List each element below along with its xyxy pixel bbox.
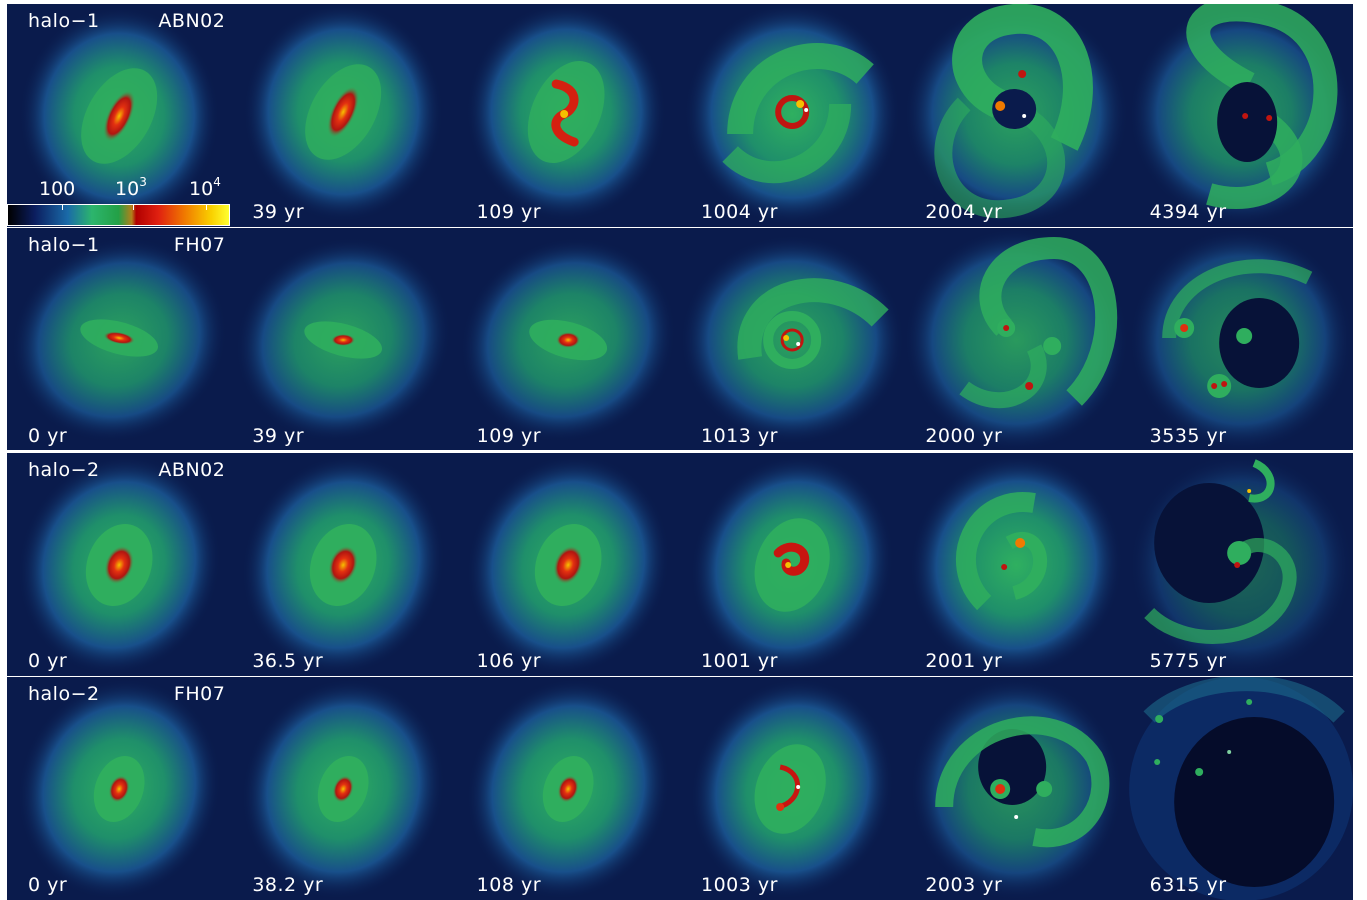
density-map-r2-c6 [1128, 228, 1353, 451]
panel-r3-c1: halo−2 ABN02 0 yr [7, 453, 232, 676]
panel-r2-c5: 2000 yr [904, 228, 1129, 451]
time-label: 6315 yr [1149, 874, 1227, 896]
time-label: 3535 yr [1149, 425, 1227, 447]
ic-label: FH07 [173, 683, 226, 705]
panel-r4-c3: 108 yr [455, 677, 680, 900]
panel-r3-c6: 5775 yr [1128, 453, 1353, 676]
row-halo1-fh07: halo−1 FH07 0 yr 39 yr 109 yr [7, 228, 1353, 451]
density-map-r1-c6 [1128, 4, 1353, 226]
panel-r3-c5: 2001 yr [904, 453, 1129, 676]
time-label: 2004 yr [925, 201, 1003, 223]
density-map-r3-c2 [242, 454, 445, 676]
colorbar-tick-2 [133, 204, 134, 210]
density-map-r1-c1 [19, 6, 220, 226]
panel-r3-c4: 1001 yr [679, 453, 905, 676]
panel-r1-c6: 4394 yr [1128, 4, 1353, 227]
halo-label: halo−2 [28, 459, 100, 481]
density-map-r4-c6 [1128, 677, 1353, 900]
colorbar-tick-1 [62, 204, 63, 210]
colorbar-gradient [7, 204, 230, 226]
time-label: 109 yr [476, 425, 542, 447]
time-label: 0 yr [28, 650, 68, 672]
row-halo1-abn02: halo−1 ABN02 100 103 104 39 yr [7, 4, 1353, 227]
colorbar-label-1: 100 [39, 178, 76, 200]
panel-r2-c6: 3535 yr [1128, 228, 1353, 451]
panel-r4-c6: 6315 yr [1128, 677, 1353, 900]
density-map-r4-c4 [690, 678, 894, 900]
time-label: 1001 yr [700, 650, 778, 672]
density-map-r3-c1 [17, 454, 221, 676]
halo-label: halo−1 [28, 10, 100, 32]
density-map-r3-c4 [690, 454, 894, 676]
density-map-r3-c6 [1128, 453, 1353, 676]
density-map-r3-c5 [910, 453, 1123, 676]
halo-label: halo−2 [28, 683, 100, 705]
time-label: 39 yr [252, 201, 305, 223]
halo-label: halo−1 [28, 234, 100, 256]
panel-r4-c1: halo−2 FH07 0 yr [7, 677, 232, 900]
panel-r2-c4: 1013 yr [679, 228, 905, 451]
time-label: 4394 yr [1149, 201, 1227, 223]
time-label: 0 yr [28, 874, 68, 896]
ic-label: FH07 [173, 234, 226, 256]
group-divider [7, 450, 1353, 452]
density-map-r2-c3 [460, 237, 676, 443]
panel-r1-c3: 109 yr [455, 4, 680, 227]
panel-r4-c4: 1003 yr [679, 677, 905, 900]
time-label: 1003 yr [700, 874, 778, 896]
panel-r1-c4: 1004 yr [679, 4, 905, 227]
time-label: 108 yr [476, 874, 542, 896]
time-label: 5775 yr [1149, 650, 1227, 672]
row-halo2-abn02: halo−2 ABN02 0 yr 36.5 yr 106 yr [7, 453, 1353, 676]
time-label: 109 yr [476, 201, 542, 223]
colorbar-tick-3 [206, 204, 207, 210]
panel-r1-c1: halo−1 ABN02 100 103 104 [7, 4, 232, 227]
time-label: 1004 yr [700, 201, 778, 223]
density-map-r3-c3 [466, 454, 670, 676]
time-label: 106 yr [476, 650, 542, 672]
time-label: 1013 yr [700, 425, 778, 447]
density-map-r1-c5 [904, 4, 1129, 226]
colorbar-label-3: 104 [189, 175, 221, 200]
time-label: 2000 yr [925, 425, 1003, 447]
density-map-r1-c2 [243, 4, 444, 222]
simulation-panel-grid: halo−1 ABN02 100 103 104 39 yr [7, 4, 1353, 900]
panel-r3-c3: 106 yr [455, 453, 680, 676]
ic-label: ABN02 [158, 10, 226, 32]
panel-r3-c2: 36.5 yr [231, 453, 456, 676]
ic-label: ABN02 [158, 459, 226, 481]
colorbar: 100 103 104 [7, 175, 230, 226]
panel-r2-c3: 109 yr [455, 228, 680, 451]
density-map-r4-c3 [466, 678, 670, 900]
panel-r2-c1: halo−1 FH07 0 yr [7, 228, 232, 451]
density-map-r2-c4 [680, 235, 905, 445]
density-map-r4-c1 [17, 678, 221, 900]
time-label: 36.5 yr [252, 650, 324, 672]
density-map-r2-c2 [235, 237, 452, 443]
time-label: 2003 yr [925, 874, 1003, 896]
panel-r1-c2: 39 yr [231, 4, 456, 227]
panel-r2-c2: 39 yr [231, 228, 456, 451]
density-map-r4-c5 [910, 677, 1123, 900]
time-label: 39 yr [252, 425, 305, 447]
time-label: 2001 yr [925, 650, 1003, 672]
density-map-r4-c2 [242, 678, 445, 900]
panel-r4-c2: 38.2 yr [231, 677, 456, 900]
row-halo2-fh07: halo−2 FH07 0 yr 38.2 yr 108 yr [7, 677, 1353, 900]
colorbar-label-2: 103 [115, 175, 147, 200]
density-map-r2-c5 [904, 228, 1129, 451]
time-label: 38.2 yr [252, 874, 324, 896]
density-map-r1-c4 [684, 4, 901, 226]
time-label: 0 yr [28, 425, 68, 447]
panel-r1-c5: 2004 yr [904, 4, 1129, 227]
panel-r4-c5: 2003 yr [904, 677, 1129, 900]
density-map-r1-c3 [465, 4, 666, 222]
density-map-r2-c1 [11, 237, 227, 443]
